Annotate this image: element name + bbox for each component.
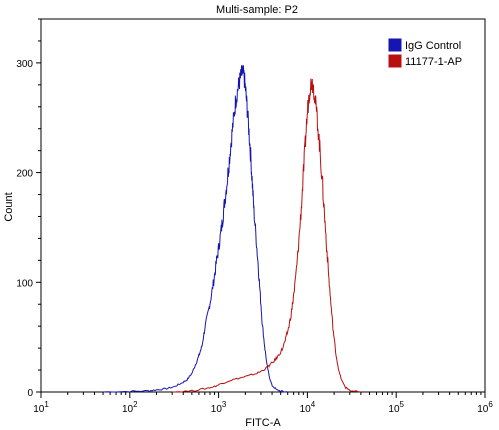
- legend-label: 11177-1-AP: [405, 56, 462, 68]
- legend-swatch: [388, 54, 402, 68]
- x-tick-label: 102: [122, 400, 138, 415]
- y-tick-label: 0: [27, 388, 33, 399]
- series-line-1: [103, 65, 288, 393]
- x-tick-label: 101: [33, 400, 49, 415]
- chart-title: Multi-sample: P2: [216, 4, 298, 16]
- y-tick-label: 100: [16, 278, 33, 289]
- y-tick-label: 200: [16, 169, 33, 180]
- legend: IgG Control 11177-1-AP: [388, 38, 462, 68]
- series-layer: [103, 65, 361, 393]
- x-axis-title: FITC-A: [245, 417, 281, 429]
- x-tick-label: 105: [388, 400, 404, 415]
- y-tick-label: 300: [16, 59, 33, 70]
- x-axis: 101 102 103 104 105 106: [33, 392, 493, 415]
- series-line-2: [172, 78, 361, 393]
- x-tick-label: 103: [211, 400, 227, 415]
- legend-label: IgG Control: [405, 40, 461, 52]
- legend-swatch: [388, 38, 402, 52]
- x-tick-label: 106: [477, 400, 493, 415]
- x-tick-label: 104: [300, 400, 316, 415]
- y-axis-title: Count: [3, 192, 15, 221]
- y-axis: 0 100 200 300: [16, 18, 41, 399]
